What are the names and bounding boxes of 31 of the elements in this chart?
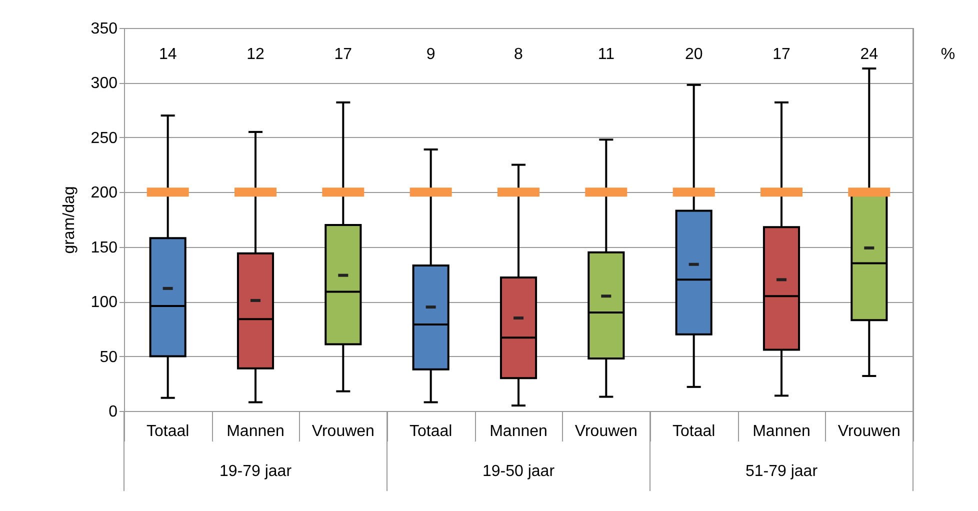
y-tick-label: 250 — [90, 130, 118, 147]
annotation: 17 — [772, 46, 790, 63]
annotation: 17 — [334, 46, 352, 63]
annotation: 20 — [684, 46, 703, 63]
y-axis-title: gram/dag — [60, 186, 78, 254]
annotation: 14 — [158, 46, 177, 63]
y-tick-label: 300 — [90, 75, 118, 92]
annotation: 24 — [860, 46, 878, 63]
x-tick-label: Vrouwen — [312, 423, 374, 440]
text: 19-79 jaar — [219, 463, 292, 480]
y2-axis-title: % — [940, 46, 956, 63]
annotation: 8 — [514, 46, 524, 63]
annotation: 12 — [246, 46, 264, 63]
x-tick-label: Totaal — [672, 423, 716, 440]
x-tick-label: Totaal — [146, 423, 190, 440]
x-tick-label: Vrouwen — [838, 423, 900, 440]
text: 51-79 jaar — [745, 463, 818, 480]
y-tick-label: 200 — [90, 184, 118, 202]
x-tick-label: Mannen — [490, 423, 548, 440]
annotation: 9 — [426, 46, 436, 63]
x-tick-label: Mannen — [226, 423, 284, 440]
annotation: 11 — [598, 46, 615, 63]
y-tick-label: 0 — [108, 404, 118, 420]
y-tick-label: 350 — [90, 20, 118, 38]
y-tick-label: 150 — [90, 239, 118, 256]
x-tick-label: Totaal — [409, 423, 452, 440]
text: 19-50 jaar — [482, 463, 556, 480]
y-tick-label: 50 — [100, 348, 118, 366]
x-tick-label: Mannen — [752, 423, 810, 440]
x-tick-label: Vrouwen — [574, 423, 638, 440]
y-tick-label: 100 — [90, 294, 118, 312]
